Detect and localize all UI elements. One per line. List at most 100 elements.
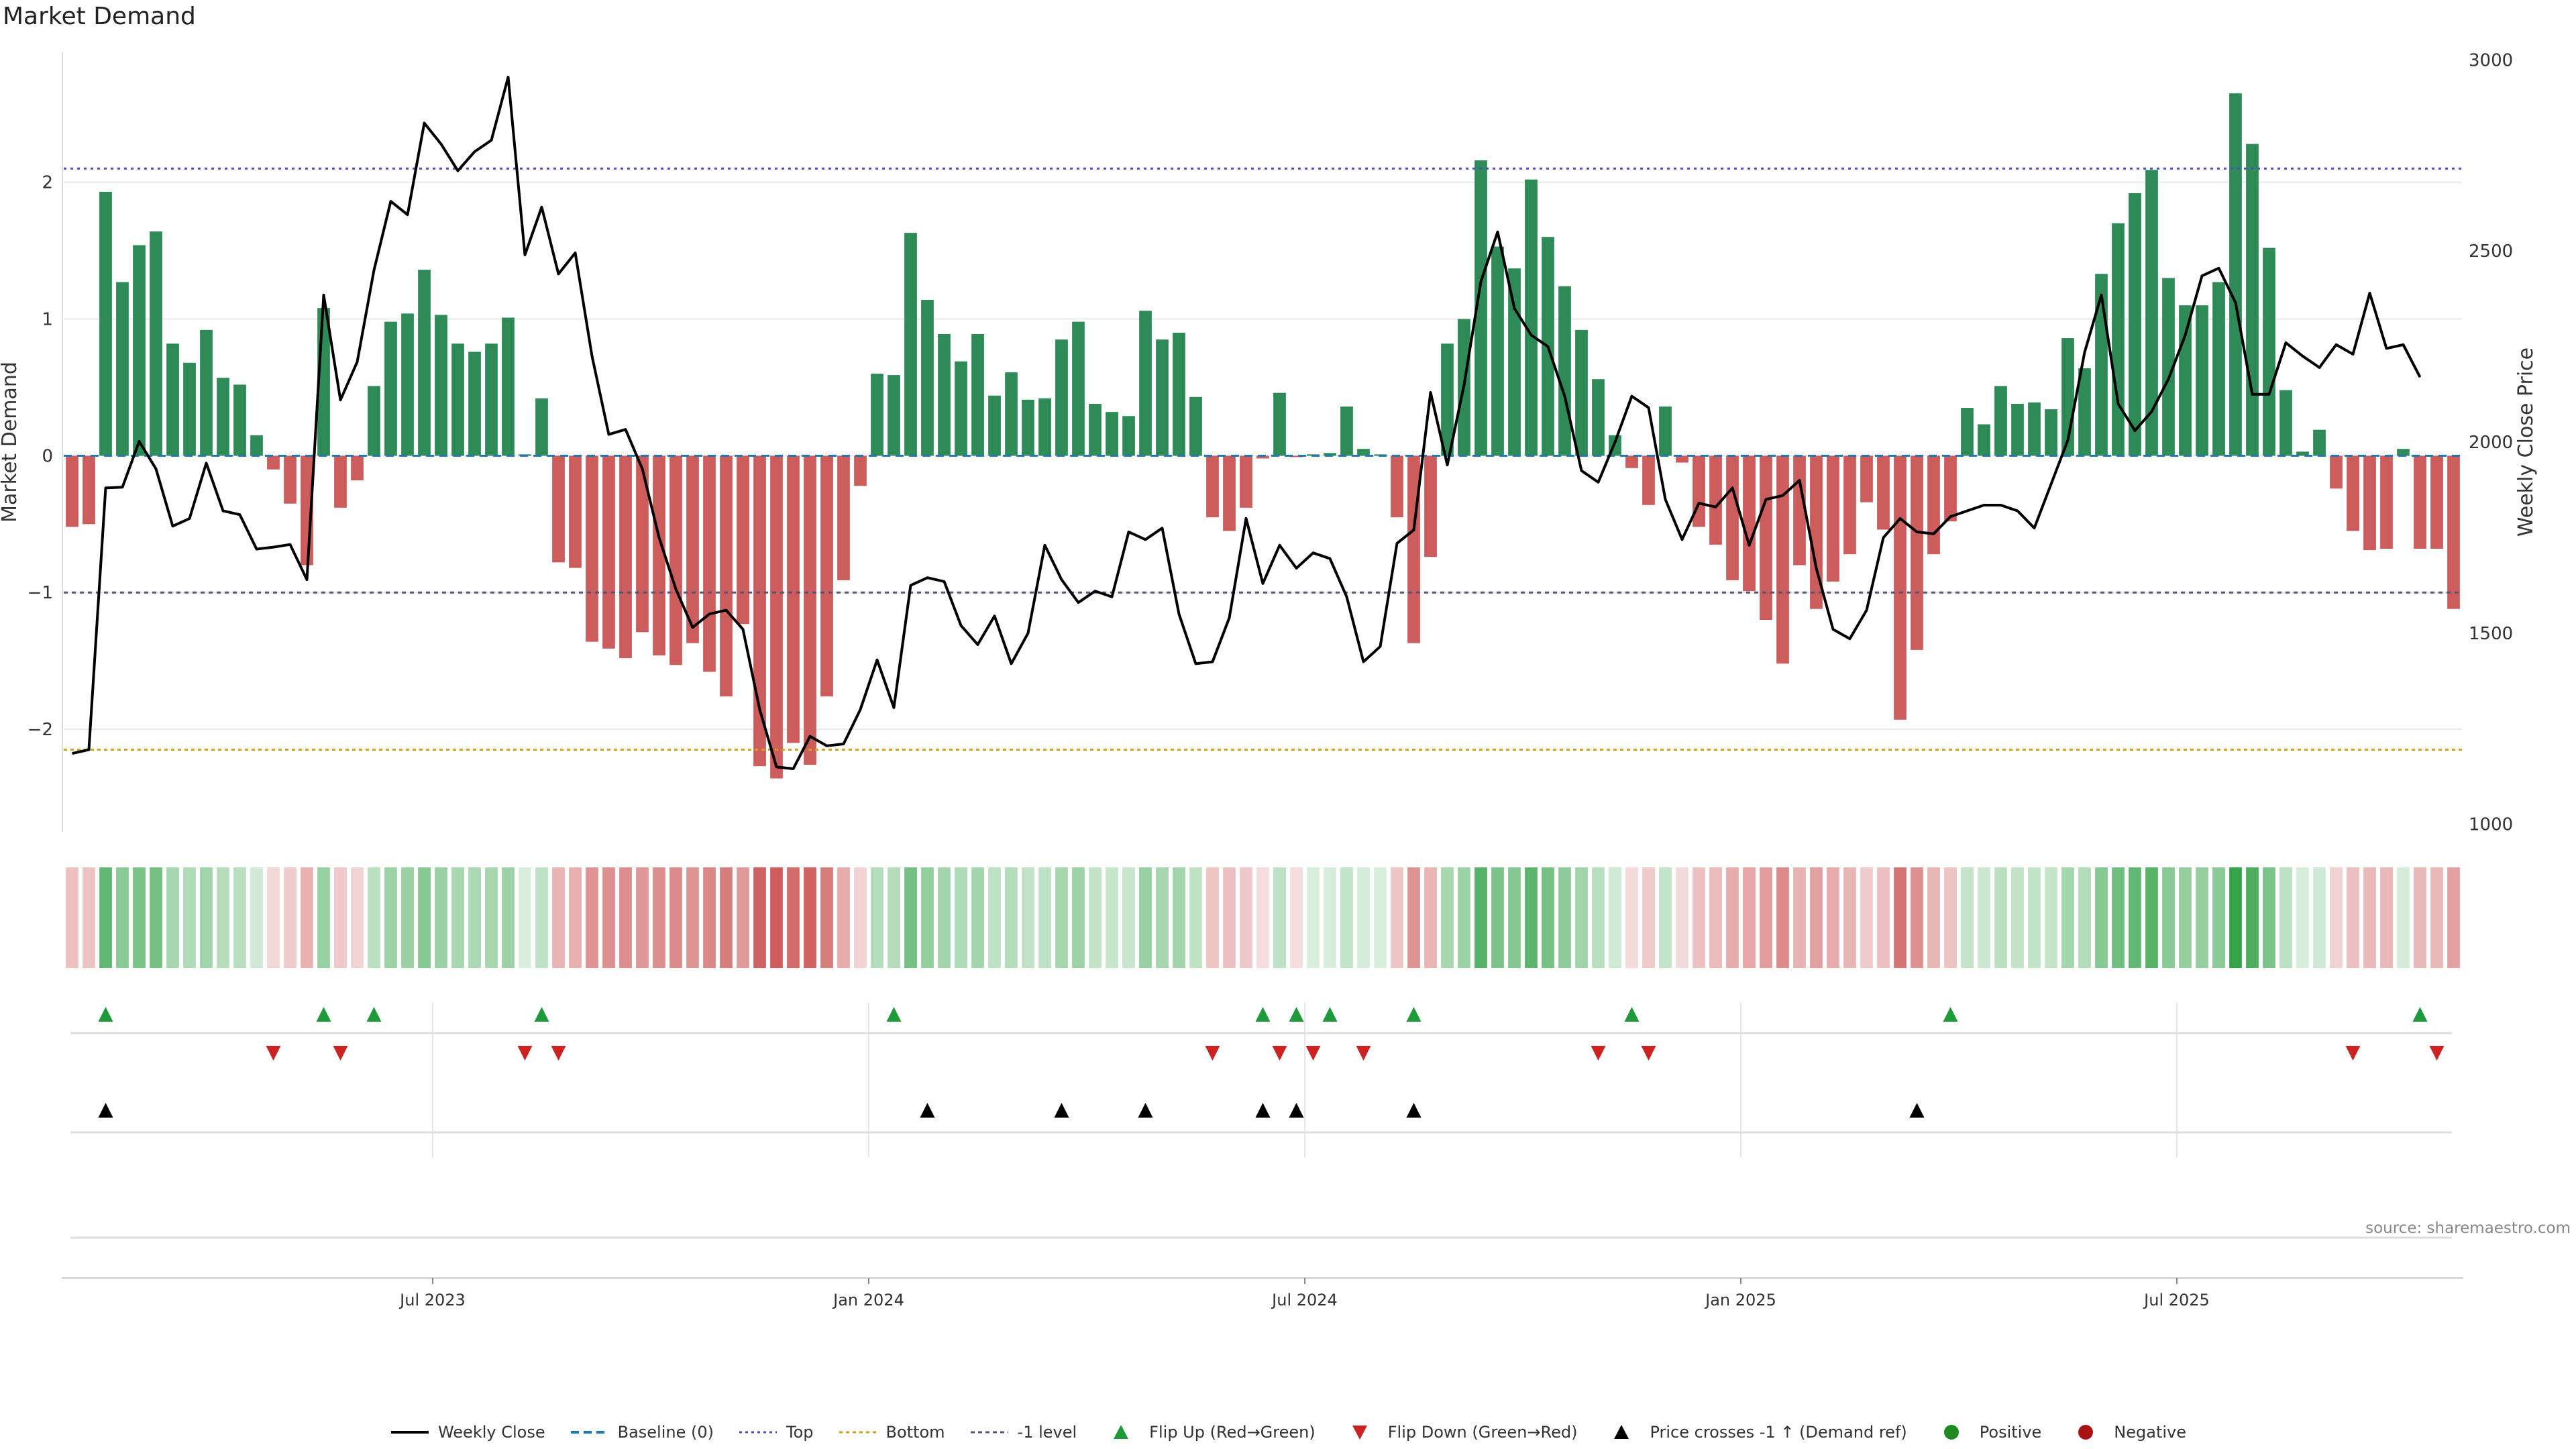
flip-down-marker (1305, 1046, 1321, 1061)
demand-bar (217, 378, 229, 456)
demand-bar (1290, 455, 1303, 458)
heat-cell (2414, 867, 2426, 968)
heat-cell (1273, 867, 1286, 968)
demand-bar (1038, 398, 1051, 456)
demand-bar (1324, 453, 1336, 456)
heat-cell (1709, 867, 1722, 968)
heat-cell (1726, 867, 1739, 968)
heat-cell (1256, 867, 1269, 968)
legend-label: Positive (1979, 1423, 2042, 1442)
legend-label: Weekly Close (437, 1423, 545, 1442)
legend-label: Price crosses -1 ↑ (Demand ref) (1650, 1423, 1907, 1442)
demand-bar (1508, 268, 1521, 456)
heat-cell (669, 867, 682, 968)
heat-cell (552, 867, 565, 968)
heat-cell (2045, 867, 2057, 968)
heat-cell (1810, 867, 1823, 968)
demand-bar (1240, 455, 1252, 508)
demand-bar (1189, 396, 1202, 456)
heat-cell (468, 867, 481, 968)
demand-bar (451, 343, 464, 456)
demand-bar (1055, 339, 1068, 456)
flip-up-marker (1943, 1007, 1958, 1022)
heat-cell (1122, 867, 1135, 968)
heat-cell (1827, 867, 1839, 968)
legend-item-bottom: Bottom (838, 1422, 945, 1442)
heat-cell (938, 867, 951, 968)
heat-cell (1038, 867, 1051, 968)
demand-bar (368, 386, 380, 456)
heat-cell (2061, 867, 2074, 968)
weekly-close-layer (72, 76, 2422, 770)
demand-bar (2330, 455, 2343, 489)
demand-heat-strip (66, 867, 2460, 968)
heat-cell (1542, 867, 1554, 968)
reference-lines-layer (64, 167, 2462, 751)
demand-bar (2414, 455, 2426, 549)
weekly-close-line (72, 76, 2422, 770)
heat-cell (1978, 867, 1990, 968)
heat-cell (1592, 867, 1605, 968)
heat-cell (619, 867, 632, 968)
heat-cell (955, 867, 967, 968)
legend-symbol-icon (1340, 1422, 1380, 1442)
heat-cell (2279, 867, 2292, 968)
demand-bar (1558, 286, 1571, 456)
flip-down-marker (1272, 1046, 1287, 1061)
flip-up-marker (1406, 1007, 1421, 1022)
demand-bar (2363, 455, 2376, 551)
legend-label: -1 level (1017, 1423, 1077, 1442)
heat-cell (2246, 867, 2259, 968)
flip-down-marker (266, 1046, 281, 1061)
demand-bar (2313, 429, 2326, 456)
y2-tick-label: 2000 (2469, 433, 2513, 453)
demand-bar (1642, 455, 1655, 505)
heat-cell (1944, 867, 1957, 968)
heat-cell (1609, 867, 1621, 968)
heat-cell (166, 867, 179, 968)
flip-down-marker (1356, 1046, 1371, 1061)
flip-down-marker (333, 1046, 348, 1061)
heat-cell (653, 867, 665, 968)
y-tick-label: −2 (28, 720, 53, 740)
heat-cell (2212, 867, 2225, 968)
heat-cell (284, 867, 297, 968)
demand-bar (133, 245, 146, 456)
heat-cell (971, 867, 984, 968)
demand-bar (2263, 248, 2275, 456)
flip-up-marker (1255, 1007, 1271, 1022)
heat-cell (435, 867, 447, 968)
demand-bar (468, 352, 481, 456)
heat-cell (586, 867, 598, 968)
x-tick-label: Jul 2023 (398, 1291, 466, 1309)
heat-cell (1424, 867, 1437, 968)
y2-axis-label: Weekly Close Price (2514, 347, 2538, 537)
demand-bar (2078, 368, 2091, 456)
demand-bar (485, 343, 498, 456)
demand-bar (971, 333, 984, 456)
heat-cell (2347, 867, 2359, 968)
demand-bar (1877, 455, 1890, 530)
demand-bar (2011, 403, 2024, 456)
demand-bar (2430, 455, 2443, 549)
demand-bar (1106, 412, 1118, 456)
demand-bar (1474, 160, 1487, 456)
chart-title: Market Demand (3, 3, 196, 30)
demand-bar (250, 435, 263, 456)
heat-cell (2430, 867, 2443, 968)
heat-cell (686, 867, 699, 968)
heat-cell (351, 867, 364, 968)
demand-bar (435, 315, 447, 456)
heat-cell (2229, 867, 2242, 968)
demand-bar (770, 455, 783, 779)
heat-cell (1324, 867, 1336, 968)
heat-cell (888, 867, 900, 968)
heat-cell (401, 867, 414, 968)
demand-bar (2179, 305, 2192, 456)
legend-symbol-icon (969, 1422, 1010, 1442)
demand-bar (820, 455, 833, 697)
heat-cell (1911, 867, 1923, 968)
demand-bar (854, 455, 867, 486)
heat-cell (1072, 867, 1085, 968)
